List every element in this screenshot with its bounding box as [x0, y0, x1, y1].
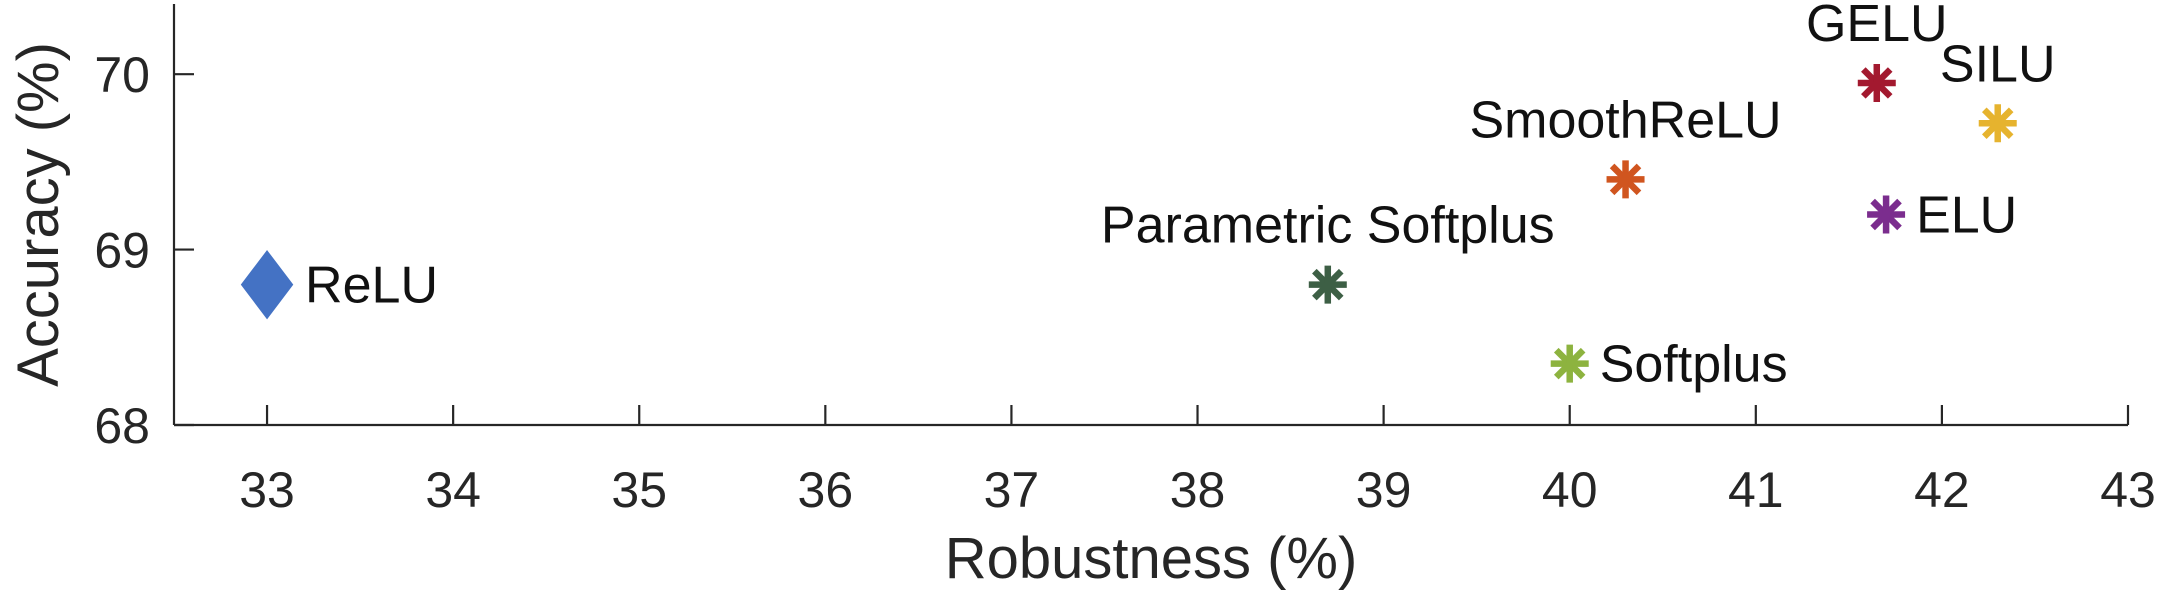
point-parametric-softplus [1308, 265, 1347, 304]
point-silu [1978, 104, 2017, 143]
data-points [240, 63, 2017, 383]
point-gelu [1857, 63, 1896, 102]
y-tick-label: 68 [94, 398, 150, 454]
ticks: 33 34 35 36 37 38 39 40 41 42 43 68 69 70 [94, 47, 2155, 518]
label-smoothrelu: SmoothReLU [1469, 91, 1781, 149]
x-tick-label: 40 [1542, 462, 1598, 518]
y-tick-label: 69 [94, 223, 150, 279]
x-tick-label: 38 [1170, 462, 1226, 518]
x-tick-label: 35 [611, 462, 667, 518]
x-tick-label: 42 [1914, 462, 1970, 518]
y-tick-label: 70 [94, 47, 150, 103]
label-gelu: GELU [1806, 0, 1948, 53]
y-axis-title: Accuracy (%) [6, 42, 71, 387]
label-elu: ELU [1916, 187, 2017, 245]
x-tick-label: 37 [984, 462, 1040, 518]
x-axis-title: Robustness (%) [945, 526, 1358, 591]
point-softplus [1550, 344, 1589, 383]
point-elu [1867, 195, 1906, 234]
point-smoothrelu [1606, 160, 1645, 199]
label-silu: SILU [1940, 35, 2056, 93]
label-softplus: Softplus [1600, 336, 1788, 394]
x-tick-label: 34 [425, 462, 481, 518]
x-tick-label: 39 [1356, 462, 1412, 518]
label-parametric-softplus: Parametric Softplus [1101, 197, 1555, 255]
point-relu [240, 250, 294, 320]
x-tick-label: 41 [1728, 462, 1784, 518]
x-tick-label: 36 [798, 462, 854, 518]
x-tick-label: 43 [2100, 462, 2156, 518]
label-relu: ReLU [305, 257, 438, 315]
x-tick-label: 33 [239, 462, 295, 518]
point-labels: ReLU Parametric Softplus Softplus SmoothReL… [305, 0, 2055, 394]
